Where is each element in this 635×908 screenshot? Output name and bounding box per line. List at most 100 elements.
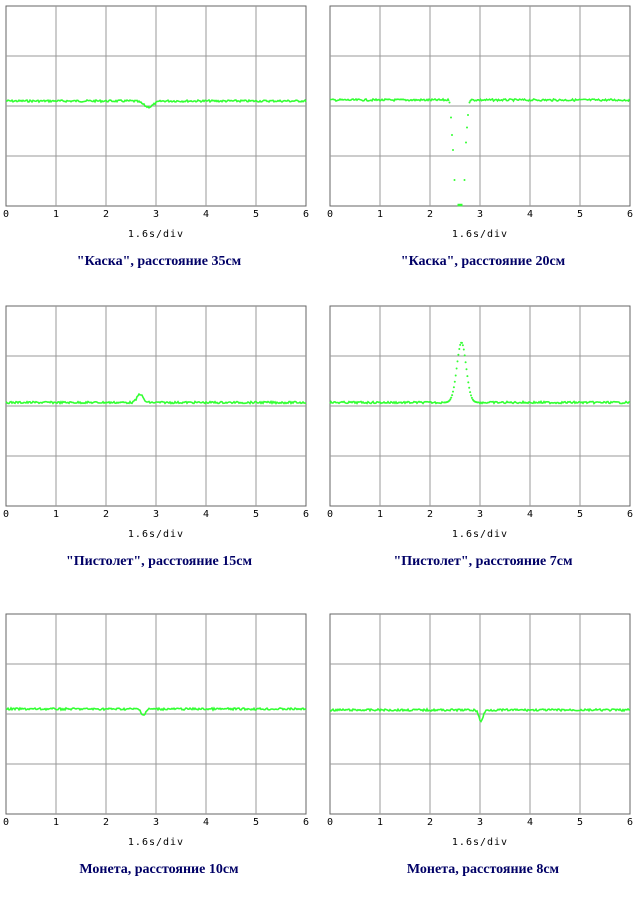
signal-sample-point <box>463 179 466 181</box>
signal-sample-point <box>454 374 457 377</box>
x-tick-label: 6 <box>303 209 309 220</box>
x-tick-label: 1 <box>53 509 59 520</box>
x-tick-label: 6 <box>303 509 309 520</box>
signal-sample-point <box>451 134 453 136</box>
x-tick-label: 1 <box>377 509 383 520</box>
signal-sample-point <box>459 343 462 346</box>
chart-panel-4: 0 1 2 3 4 5 6 1.6s/div Монета, расстояние 10см <box>0 608 318 908</box>
x-axis-label: 1.6s/div <box>128 529 184 540</box>
signal-sample-point <box>465 141 467 144</box>
x-tick-label: 5 <box>253 209 259 220</box>
x-tick-label: 0 <box>3 817 9 828</box>
signal-sample-point <box>464 361 467 364</box>
x-tick-label: 2 <box>427 817 433 828</box>
signal-sample-point <box>456 360 459 363</box>
signal-sample-point <box>462 348 465 351</box>
signal-sample-point <box>458 347 461 350</box>
signal-trace <box>5 98 307 109</box>
x-axis-label: 1.6s/div <box>452 229 508 240</box>
signal-sample-point <box>468 101 471 104</box>
x-tick-label: 0 <box>3 209 9 220</box>
chart-caption-5: Монета, расстояние 8см <box>406 862 560 877</box>
x-tick-label: 1 <box>53 817 59 828</box>
x-tick-label: 4 <box>527 209 533 220</box>
signal-sample-point <box>466 126 468 129</box>
signal-trace-right <box>469 97 631 103</box>
x-tick-label: 5 <box>577 817 583 828</box>
signal-sample-point <box>453 380 456 383</box>
x-tick-label: 2 <box>103 209 109 220</box>
chart-caption-3: "Пистолет", расстояние 7см <box>393 554 573 569</box>
x-tick-label: 4 <box>203 817 209 828</box>
signal-sample-point <box>452 386 455 389</box>
signal-sample-point <box>465 368 468 371</box>
x-tick-label: 3 <box>153 509 159 520</box>
x-tick-label: 0 <box>3 509 9 520</box>
x-axis-label: 1.6s/div <box>128 229 184 240</box>
chart-panel-2: 0 1 2 3 4 5 6 1.6s/div "Пистолет", расстояние 1… <box>0 300 318 600</box>
signal-sample-point <box>451 394 454 397</box>
x-tick-label: 3 <box>153 209 159 220</box>
x-tick-label: 3 <box>477 817 483 828</box>
signal-sample-point <box>452 149 454 151</box>
signal-trace <box>329 707 631 723</box>
x-tick-label: 6 <box>303 817 309 828</box>
chart-caption-1: "Каска", расстояние 20см <box>400 254 566 269</box>
signal-sample-point <box>449 398 452 401</box>
signal-trace <box>5 392 307 405</box>
signal-sample-point <box>452 390 454 393</box>
x-tick-label: 5 <box>253 817 259 828</box>
signal-sample-point <box>468 386 471 389</box>
signal-sample-point <box>467 114 469 116</box>
signal-sample-point <box>455 367 458 370</box>
x-tick-label: 4 <box>527 817 533 828</box>
x-tick-label: 3 <box>153 817 159 828</box>
signal-trace-left <box>329 97 450 103</box>
chart-panel-3: 0 1 2 3 4 5 6 1.6s/div "Пистолет", расстояние 7… <box>324 300 635 600</box>
x-tick-label: 2 <box>427 209 433 220</box>
signal-sample-point <box>453 179 456 181</box>
x-tick-label: 3 <box>477 209 483 220</box>
x-tick-label: 1 <box>53 209 59 220</box>
oscilloscope-plot-4: 0 1 2 3 4 5 6 1.6s/div <box>3 613 309 848</box>
x-tick-label: 6 <box>627 209 633 220</box>
chart-caption-0: "Каска", расстояние 35см <box>76 254 242 269</box>
signal-sample-point <box>466 375 469 378</box>
x-axis-label: 1.6s/div <box>128 837 184 848</box>
x-tick-label: 2 <box>103 509 109 520</box>
x-axis-label: 1.6s/div <box>452 837 508 848</box>
chart-panel-5: 0 1 2 3 4 5 6 1.6s/div Монета, расстояние 8см <box>324 608 635 908</box>
oscilloscope-plot-1: 0 1 2 3 4 5 6 1.6s/div <box>327 5 633 240</box>
signal-sample-point <box>477 401 480 404</box>
signal-sample-point <box>461 344 464 347</box>
x-tick-label: 4 <box>203 509 209 520</box>
x-tick-label: 0 <box>327 817 333 828</box>
signal-sample-point <box>461 341 463 344</box>
signal-trace-left <box>329 400 444 405</box>
signal-sample-point <box>467 381 470 384</box>
signal-sample-point <box>450 396 453 399</box>
x-tick-label: 3 <box>477 509 483 520</box>
signal-sample-point <box>448 101 451 104</box>
x-tick-label: 1 <box>377 209 383 220</box>
x-tick-label: 6 <box>627 509 633 520</box>
signal-sample-point <box>470 396 473 399</box>
signal-sample-point <box>470 394 472 397</box>
x-tick-label: 0 <box>327 209 333 220</box>
signal-sample-point <box>469 391 472 394</box>
x-tick-label: 2 <box>427 509 433 520</box>
x-tick-label: 6 <box>627 817 633 828</box>
chart-panel-1: 0 1 2 3 4 5 6 1.6s/div "Каска", расстояние 20см <box>324 0 635 300</box>
signal-sample-point <box>463 354 466 357</box>
chart-panel-0: 0 1 2 3 4 5 6 1.6s/div "Каска", расстояние 35см <box>0 0 318 300</box>
x-tick-label: 5 <box>577 209 583 220</box>
x-tick-label: 5 <box>577 509 583 520</box>
signal-sample-point <box>457 353 460 356</box>
x-tick-label: 4 <box>527 509 533 520</box>
oscilloscope-plot-5: 0 1 2 3 4 5 6 1.6s/div <box>327 613 633 848</box>
oscilloscope-plot-3: 0 1 2 3 4 5 6 1.6s/div <box>327 305 633 540</box>
oscilloscope-plot-0: 0 1 2 3 4 5 6 1.6s/div <box>3 5 309 240</box>
oscilloscope-plot-2: 0 1 2 3 4 5 6 1.6s/div <box>3 305 309 540</box>
signal-trace-right <box>478 400 631 405</box>
x-tick-label: 0 <box>327 509 333 520</box>
